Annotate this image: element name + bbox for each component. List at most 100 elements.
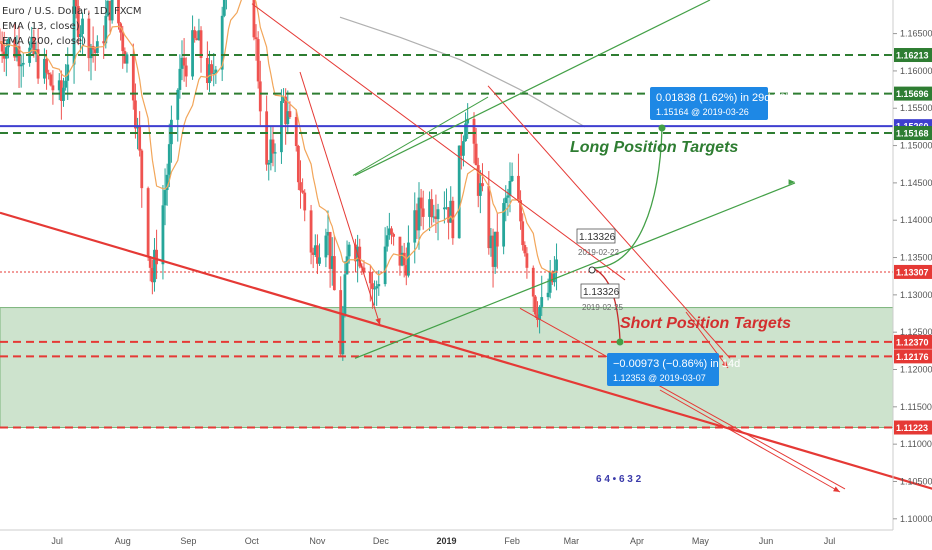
candle-body bbox=[47, 72, 51, 75]
candle-body bbox=[421, 208, 425, 217]
candle-body bbox=[282, 96, 285, 102]
candle-body bbox=[309, 210, 313, 253]
candle-body bbox=[81, 18, 84, 35]
candle-body bbox=[504, 197, 508, 204]
candle-body bbox=[447, 207, 451, 223]
chart-legend: Euro / U.S. Dollar, 1D, FXCM EMA (13, cl… bbox=[2, 4, 141, 49]
candle-body bbox=[324, 235, 328, 258]
candle-body bbox=[271, 139, 275, 154]
candle-body bbox=[459, 145, 463, 156]
candle-body bbox=[489, 235, 493, 249]
candle-body bbox=[62, 87, 65, 101]
candle-body bbox=[146, 188, 150, 257]
candle-body bbox=[258, 81, 262, 112]
time-tick-label: Dec bbox=[373, 536, 390, 546]
candle-body bbox=[4, 47, 8, 59]
candle-body bbox=[0, 41, 4, 52]
candle-body bbox=[191, 30, 194, 77]
candle-body bbox=[506, 195, 510, 198]
short-measure-box-line2: 1.12353 @ 2019-03-07 bbox=[613, 373, 706, 383]
candle-body bbox=[481, 183, 484, 187]
candle-body bbox=[400, 252, 404, 266]
candle-body bbox=[371, 283, 374, 289]
price-label-1.11223: 1.11223 bbox=[896, 423, 928, 433]
long-target-curve bbox=[589, 127, 663, 269]
candle-body bbox=[373, 288, 376, 290]
candle-body bbox=[19, 64, 23, 67]
candle-body bbox=[531, 267, 535, 297]
candle-body bbox=[548, 271, 552, 293]
price-tick-label: 1.14500 bbox=[900, 178, 932, 188]
candles-group bbox=[0, 0, 558, 361]
projection-arrow bbox=[659, 389, 841, 493]
candle-body bbox=[402, 252, 406, 266]
candle-body bbox=[131, 54, 135, 101]
candle-body bbox=[167, 144, 171, 175]
time-tick-label: Feb bbox=[504, 536, 520, 546]
candle-body bbox=[464, 123, 467, 142]
candle-body bbox=[15, 46, 19, 58]
candle-body bbox=[36, 49, 40, 79]
price-tick-label: 1.10500 bbox=[900, 476, 932, 486]
candle-body bbox=[311, 252, 315, 255]
candle-body bbox=[208, 64, 211, 84]
ema13-line bbox=[0, 0, 557, 276]
candle-body bbox=[345, 256, 349, 275]
candle-body bbox=[491, 235, 495, 267]
candle-body bbox=[89, 45, 93, 59]
candle-body bbox=[87, 18, 91, 59]
candle-body bbox=[288, 111, 292, 118]
candle-body bbox=[199, 30, 203, 58]
downtrend-arrow-head bbox=[375, 318, 381, 325]
ema200-line bbox=[339, 16, 586, 128]
rising-green-line bbox=[352, 96, 489, 176]
short-measure-box-line1: −0.00973 (−0.86%) in 14d bbox=[613, 358, 740, 370]
candle-body bbox=[210, 64, 214, 74]
channel-upper-red-line bbox=[251, 3, 626, 281]
candle-body bbox=[125, 54, 129, 64]
candle-body bbox=[45, 58, 48, 73]
candle-body bbox=[265, 111, 269, 165]
price-tick-label: 1.15500 bbox=[900, 103, 932, 113]
candle-body bbox=[508, 181, 512, 196]
candle-body bbox=[517, 175, 520, 201]
price-tick-label: 1.14000 bbox=[900, 215, 932, 225]
green-arrowhead-head bbox=[788, 179, 795, 185]
price-label-1.12370: 1.12370 bbox=[896, 337, 929, 347]
candle-body bbox=[74, 0, 78, 7]
candle-body bbox=[180, 57, 184, 69]
candle-body bbox=[533, 296, 537, 315]
channel-upper-green-line bbox=[354, 0, 711, 176]
candle-body bbox=[413, 210, 417, 243]
time-tick-label: Apr bbox=[630, 536, 644, 546]
time-tick-label: Oct bbox=[245, 536, 260, 546]
candle-body bbox=[72, 0, 76, 65]
candle-body bbox=[106, 0, 110, 16]
candle-body bbox=[163, 190, 167, 206]
candle-body bbox=[193, 30, 197, 39]
price-tick-label: 1.11500 bbox=[900, 402, 932, 412]
time-tick-label: May bbox=[692, 536, 710, 546]
candle-body bbox=[66, 64, 70, 81]
candle-body bbox=[332, 256, 336, 291]
candle-body bbox=[442, 207, 446, 210]
candle-body bbox=[102, 41, 106, 44]
candle-body bbox=[474, 143, 478, 166]
callout-lower-price: 1.13326 bbox=[583, 287, 620, 298]
candle-body bbox=[502, 203, 506, 247]
candle-body bbox=[214, 69, 218, 74]
price-tick-label: 1.16500 bbox=[900, 29, 932, 39]
candle-body bbox=[134, 100, 137, 129]
candle-body bbox=[64, 80, 67, 88]
price-tick-label: 1.12000 bbox=[900, 365, 932, 375]
candle-body bbox=[398, 236, 402, 266]
price-label-bg-1.15168 bbox=[894, 126, 932, 141]
candle-body bbox=[523, 245, 527, 254]
candle-body bbox=[415, 210, 419, 231]
short-title-label: Short Position Targets bbox=[620, 315, 791, 332]
candle-body bbox=[428, 199, 431, 217]
candle-body bbox=[182, 57, 186, 66]
candle-body bbox=[546, 292, 550, 298]
price-label-1.12176: 1.12176 bbox=[896, 352, 929, 362]
